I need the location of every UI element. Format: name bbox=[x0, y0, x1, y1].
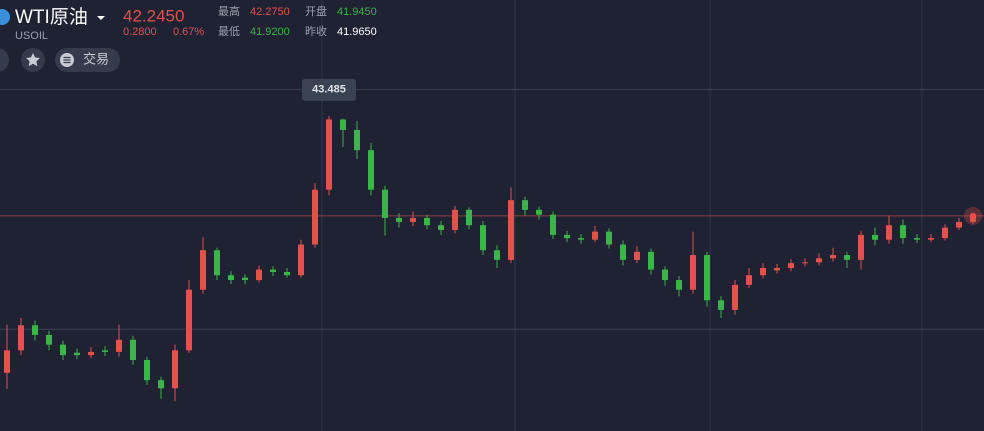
candle-body bbox=[956, 221, 962, 228]
candle-body bbox=[564, 234, 570, 239]
candle-body bbox=[102, 350, 108, 352]
last-price-dot bbox=[970, 212, 976, 219]
candle-body bbox=[620, 244, 626, 260]
candle-body bbox=[186, 289, 192, 351]
change-pct: 0.67% bbox=[173, 26, 204, 38]
candle-body bbox=[704, 255, 710, 301]
candle-body bbox=[592, 231, 598, 240]
stat-label: 最低 bbox=[218, 25, 240, 38]
candle-body bbox=[872, 234, 878, 240]
candle-body bbox=[4, 350, 10, 373]
stat-label: 昨收 bbox=[305, 24, 327, 38]
candle-body bbox=[396, 217, 402, 222]
candle-body bbox=[732, 284, 738, 310]
candle-body bbox=[158, 380, 164, 389]
candle-body bbox=[452, 209, 458, 231]
candle-body bbox=[312, 189, 318, 245]
candle-body bbox=[242, 277, 248, 281]
candle-body bbox=[718, 300, 724, 310]
candle-body bbox=[214, 250, 220, 276]
candle-body bbox=[494, 250, 500, 260]
candle-body bbox=[438, 225, 444, 231]
candle-body bbox=[746, 275, 752, 285]
candle-body bbox=[760, 267, 766, 276]
candle-body bbox=[690, 255, 696, 290]
stat-value: 41.9200 bbox=[250, 26, 290, 38]
candle-body bbox=[466, 209, 472, 226]
candle-body bbox=[382, 189, 388, 218]
candle-body bbox=[46, 334, 52, 345]
candle-body bbox=[256, 269, 262, 281]
candle-body bbox=[606, 231, 612, 245]
candle-body bbox=[200, 250, 206, 290]
candle-body bbox=[522, 200, 528, 210]
stat-label: 开盘 bbox=[305, 4, 327, 18]
candle-body bbox=[550, 214, 556, 235]
candle-body bbox=[858, 234, 864, 260]
candle-body bbox=[424, 217, 430, 226]
candle-body bbox=[662, 269, 668, 281]
stat-value: 41.9650 bbox=[337, 26, 377, 38]
candle-body bbox=[74, 352, 80, 356]
candle-body bbox=[144, 359, 150, 381]
symbol-code: USOIL bbox=[15, 30, 48, 42]
candle-body bbox=[172, 350, 178, 389]
candle-body bbox=[788, 263, 794, 268]
high-tooltip bbox=[302, 78, 356, 101]
candle-body bbox=[368, 150, 374, 190]
candle-body bbox=[18, 325, 24, 351]
tool-button[interactable] bbox=[0, 48, 9, 72]
candle-body bbox=[634, 251, 640, 260]
candle-body bbox=[802, 262, 808, 264]
candle-body bbox=[480, 225, 486, 251]
candle-body bbox=[886, 225, 892, 240]
candle-body bbox=[88, 351, 94, 356]
high-label: 43.485 bbox=[312, 84, 346, 96]
stat-value: 42.2750 bbox=[250, 6, 290, 18]
candle-body bbox=[578, 238, 584, 240]
dropdown-caret[interactable] bbox=[97, 16, 105, 20]
trade-button[interactable] bbox=[55, 48, 120, 72]
candle-body bbox=[816, 258, 822, 263]
candle-body bbox=[844, 255, 850, 260]
candle-body bbox=[116, 339, 122, 352]
price: 42.2450 bbox=[123, 6, 184, 25]
candle-body bbox=[970, 215, 976, 222]
candle-body bbox=[900, 225, 906, 239]
candle-body bbox=[508, 200, 514, 260]
candle-body bbox=[32, 325, 38, 335]
stat-value: 41.9450 bbox=[337, 6, 377, 18]
candle-body bbox=[774, 267, 780, 271]
candle-body bbox=[676, 280, 682, 290]
candle-body bbox=[928, 238, 934, 240]
change: 0.2800 bbox=[123, 26, 157, 38]
header: WTI原油 USOIL 42.2450 0.2800 0.67% 最高 42.2… bbox=[0, 4, 377, 72]
candle-body bbox=[228, 275, 234, 281]
candle-body bbox=[942, 227, 948, 239]
trade-icon-lines bbox=[63, 56, 71, 64]
stat-label: 最高 bbox=[218, 4, 240, 18]
symbol-title[interactable]: WTI原油 bbox=[15, 6, 88, 28]
candle-body bbox=[536, 209, 542, 215]
star-icon bbox=[26, 53, 40, 67]
candle-body bbox=[60, 344, 66, 356]
candle-body bbox=[830, 255, 836, 259]
candle-body bbox=[648, 251, 654, 270]
candle-body bbox=[130, 339, 136, 360]
candle-body bbox=[284, 271, 290, 276]
candle-body bbox=[354, 129, 360, 151]
candle-body bbox=[298, 244, 304, 276]
candle-body bbox=[340, 119, 346, 130]
candle-body bbox=[326, 119, 332, 190]
candle-body bbox=[410, 217, 416, 222]
trade-label[interactable]: 交易 bbox=[83, 51, 109, 66]
candle-body bbox=[270, 269, 276, 272]
candle-body bbox=[914, 238, 920, 240]
symbol-icon bbox=[0, 9, 10, 25]
